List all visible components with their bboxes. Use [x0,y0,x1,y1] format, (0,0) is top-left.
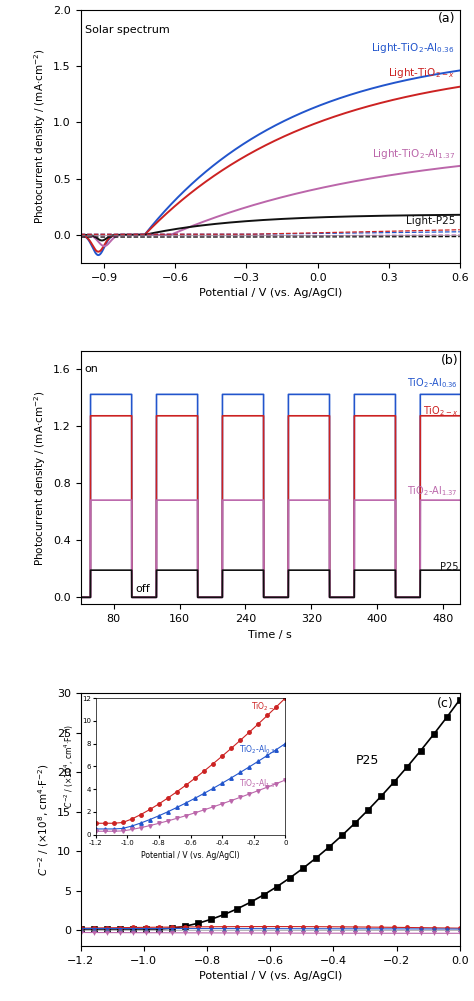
X-axis label: Time / s: Time / s [248,630,292,640]
Text: Light-P25: Light-P25 [406,216,455,226]
Text: P25: P25 [356,754,379,767]
Y-axis label: Photocurrent density / (mA·cm$^{-2}$): Photocurrent density / (mA·cm$^{-2}$) [32,49,47,224]
Text: (c): (c) [437,697,454,710]
Text: TiO$_2$-Al$_{0.36}$: TiO$_2$-Al$_{0.36}$ [407,376,458,389]
Text: (b): (b) [440,354,458,367]
X-axis label: Potential / V (vs. Ag/AgCl): Potential / V (vs. Ag/AgCl) [199,288,342,298]
Text: TiO$_{2−x}$: TiO$_{2−x}$ [423,404,458,418]
X-axis label: Potential / V (vs. Ag/AgCl): Potential / V (vs. Ag/AgCl) [199,971,342,981]
Y-axis label: Photocurrent density / (mA·cm$^{-2}$): Photocurrent density / (mA·cm$^{-2}$) [32,390,47,566]
Text: Light-TiO$_{2−x}$: Light-TiO$_{2−x}$ [388,66,455,80]
Text: off: off [135,584,150,594]
Text: TiO$_2$-Al$_{1.37}$: TiO$_2$-Al$_{1.37}$ [408,484,458,498]
Text: (a): (a) [438,12,455,25]
Y-axis label: $C^{-2}$ / (×10$^8$, cm$^4$·F$^{-2}$): $C^{-2}$ / (×10$^8$, cm$^4$·F$^{-2}$) [36,763,51,876]
Text: Light-TiO$_2$-Al$_{1.37}$: Light-TiO$_2$-Al$_{1.37}$ [372,147,455,161]
Text: on: on [84,363,98,373]
Text: Light-TiO$_2$-Al$_{0.36}$: Light-TiO$_2$-Al$_{0.36}$ [372,41,455,55]
Text: P25: P25 [439,563,458,573]
Text: Solar spectrum: Solar spectrum [85,25,170,35]
